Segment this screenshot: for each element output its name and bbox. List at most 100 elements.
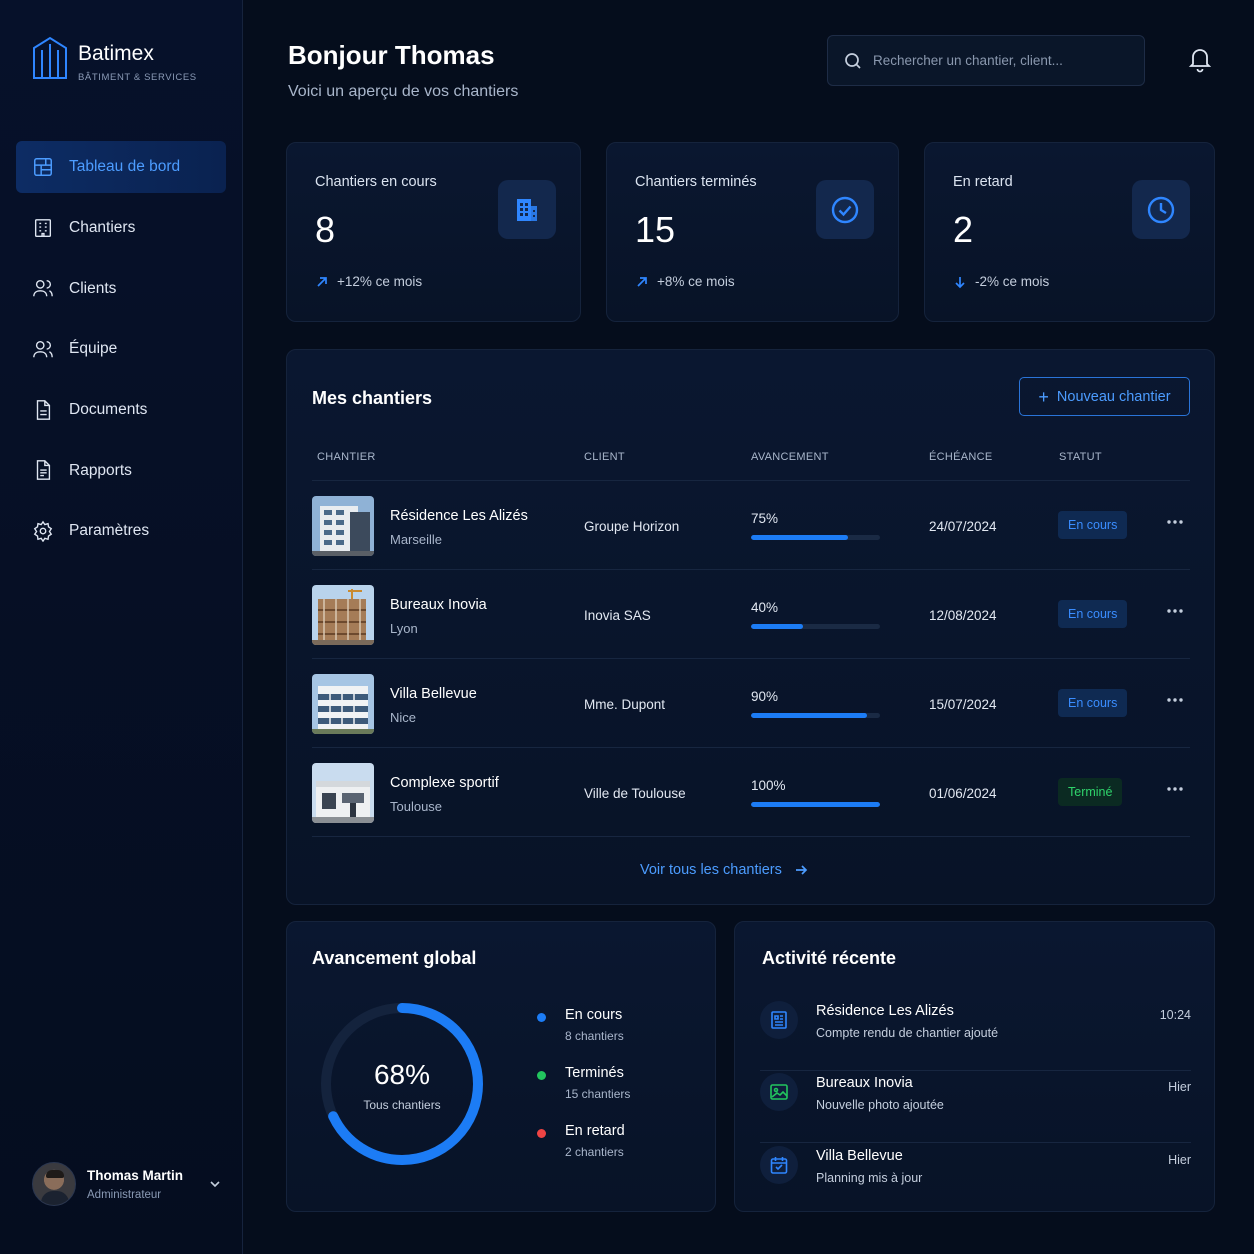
search-bar[interactable] — [827, 35, 1145, 86]
progress-bar — [751, 802, 880, 807]
stat-trend: -2% ce mois — [953, 274, 1049, 289]
sidebar-item-dashboard[interactable]: Tableau de bord — [16, 141, 226, 193]
progress-bar — [751, 624, 880, 629]
sidebar-item-chantiers[interactable]: Chantiers — [16, 202, 226, 254]
user-name: Thomas Martin — [87, 1167, 184, 1183]
activity-title: Résidence Les Alizés — [816, 1003, 954, 1019]
status-badge: En cours — [1058, 689, 1128, 717]
project-name[interactable]: Villa Bellevue — [390, 686, 477, 702]
gear-icon — [33, 520, 53, 543]
brand-name: Batimex — [78, 42, 154, 65]
activity-title: Villa Bellevue — [816, 1148, 903, 1164]
column-header-chantier[interactable]: CHANTIER — [317, 451, 376, 463]
progress-bar — [751, 535, 880, 540]
search-input[interactable] — [873, 53, 1133, 68]
stat-label: Chantiers terminés — [635, 174, 757, 190]
view-all-label: Voir tous les chantiers — [640, 862, 782, 878]
recent-activity-card: Activité récente Résidence Les Alizés Co… — [734, 921, 1215, 1212]
chevron-down-icon[interactable] — [208, 1177, 222, 1191]
project-name[interactable]: Bureaux Inovia — [390, 597, 487, 613]
project-client: Inovia SAS — [584, 608, 651, 623]
user-menu[interactable]: Thomas Martin Administrateur — [32, 1162, 222, 1206]
arrow-right-icon — [795, 865, 808, 875]
status-badge: Terminé — [1058, 778, 1123, 806]
project-client: Mme. Dupont — [584, 697, 666, 712]
project-city: Lyon — [390, 621, 418, 636]
team-icon — [33, 341, 53, 358]
page-subtitle: Voici un aperçu de vos chantiers — [288, 83, 519, 100]
new-project-label: Nouveau chantier — [1056, 388, 1171, 405]
more-options-icon[interactable] — [1164, 600, 1186, 622]
sidebar-item-equipe[interactable]: Équipe — [16, 323, 226, 375]
activity-title: Bureaux Inovia — [816, 1075, 913, 1091]
legend-count: 2 chantiers — [565, 1145, 624, 1159]
report-icon — [760, 1001, 798, 1039]
column-header-statut[interactable]: STATUT — [1059, 451, 1102, 463]
view-all-projects-link[interactable]: Voir tous les chantiers — [640, 862, 808, 878]
activity-desc: Nouvelle photo ajoutée — [816, 1098, 944, 1112]
stat-value: 2 — [953, 209, 974, 250]
progress-fill — [751, 802, 880, 807]
stat-icon-box — [498, 180, 556, 239]
users-icon — [33, 280, 53, 297]
stat-value: 15 — [635, 209, 676, 250]
page-title: Bonjour Thomas — [288, 40, 495, 70]
project-name[interactable]: Complexe sportif — [390, 775, 499, 791]
check-circle-icon — [831, 196, 859, 223]
stat-card-en-cours[interactable]: Chantiers en cours 8 +12% ce mois — [286, 142, 581, 322]
activity-time: 10:24 — [1159, 1008, 1191, 1022]
more-options-icon[interactable] — [1164, 511, 1186, 533]
sidebar-item-label: Clients — [69, 279, 117, 297]
table-row[interactable]: Villa Bellevue Nice Mme. Dupont 90% 15/0… — [312, 658, 1190, 747]
sidebar-item-clients[interactable]: Clients — [16, 262, 226, 314]
arrow-up-right-icon — [317, 276, 327, 287]
stat-label: Chantiers en cours — [315, 174, 437, 190]
report-icon — [36, 460, 51, 481]
donut-arc — [321, 1003, 483, 1165]
sidebar-item-label: Documents — [69, 401, 148, 418]
arrow-up-right-icon — [637, 276, 647, 287]
project-deadline: 01/06/2024 — [929, 786, 997, 801]
project-name[interactable]: Résidence Les Alizés — [390, 508, 528, 524]
brand[interactable]: Batimex BÂTIMENT & SERVICES — [30, 34, 197, 83]
activity-desc: Planning mis à jour — [816, 1171, 923, 1185]
activity-item[interactable]: Bureaux Inovia Nouvelle photo ajoutée Hi… — [760, 1071, 1191, 1143]
stat-trend: +12% ce mois — [315, 274, 422, 289]
table-row[interactable]: Complexe sportif Toulouse Ville de Toulo… — [312, 747, 1190, 836]
activity-item[interactable]: Résidence Les Alizés Compte rendu de cha… — [760, 999, 1191, 1071]
column-header-client[interactable]: CLIENT — [584, 451, 625, 463]
progress-fill — [751, 713, 868, 718]
table-row[interactable]: Bureaux Inovia Lyon Inovia SAS 40% 12/08… — [312, 569, 1190, 658]
table-row[interactable]: Résidence Les Alizés Marseille Groupe Ho… — [312, 480, 1190, 569]
status-badge: En cours — [1058, 511, 1128, 539]
progress-percent: 90% — [751, 689, 779, 704]
sidebar: Batimex BÂTIMENT & SERVICES Tableau de b… — [0, 0, 243, 1254]
progress-fill — [751, 535, 848, 540]
sidebar-item-label: Paramètres — [69, 522, 150, 540]
stat-card-en-retard[interactable]: En retard 2 -2% ce mois — [924, 142, 1215, 322]
sidebar-item-parametres[interactable]: Paramètres — [16, 505, 226, 557]
legend-name: Terminés — [565, 1065, 624, 1081]
stat-card-termines[interactable]: Chantiers terminés 15 +8% ce mois — [606, 142, 899, 322]
logo-icon — [33, 36, 67, 79]
activity-item[interactable]: Villa Bellevue Planning mis à jour Hier — [760, 1144, 1191, 1216]
plus-icon: + — [1038, 386, 1049, 407]
sidebar-item-documents[interactable]: Documents — [16, 384, 226, 436]
activity-time: Hier — [1168, 1080, 1191, 1094]
more-options-icon[interactable] — [1164, 689, 1186, 711]
column-header-avancement[interactable]: AVANCEMENT — [751, 451, 829, 463]
project-thumbnail — [312, 674, 374, 734]
new-project-button[interactable]: + Nouveau chantier — [1019, 377, 1190, 416]
arrow-down-icon — [955, 276, 965, 288]
activity-time: Hier — [1168, 1153, 1191, 1167]
sidebar-item-rapports[interactable]: Rapports — [16, 444, 226, 496]
more-options-icon[interactable] — [1164, 778, 1186, 800]
notification-bell-icon[interactable] — [1186, 45, 1214, 73]
sidebar-item-label: Chantiers — [69, 218, 136, 236]
project-city: Marseille — [390, 532, 443, 547]
column-header-echeance[interactable]: ÉCHÉANCE — [929, 451, 993, 463]
project-city: Nice — [390, 710, 417, 725]
project-thumbnail — [312, 763, 374, 823]
progress-donut — [321, 1003, 483, 1165]
project-thumbnail — [312, 585, 374, 645]
